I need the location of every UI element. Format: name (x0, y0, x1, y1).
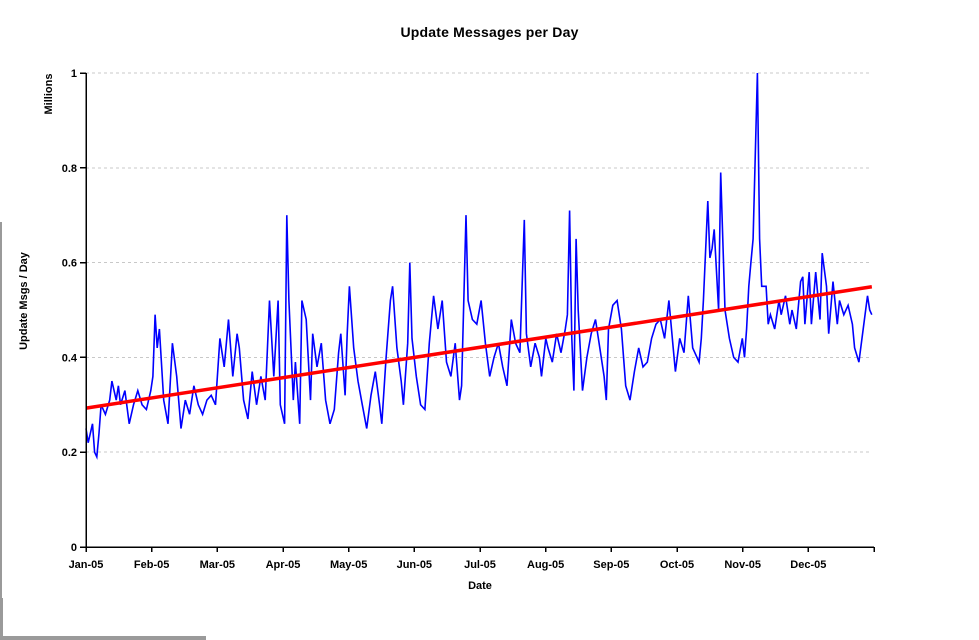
x-tick-label: May-05 (330, 559, 367, 571)
x-tick-label: Dec-05 (790, 559, 826, 571)
window-edge-artifact-bottom (0, 636, 206, 640)
window-edge-artifact-left-lower (0, 598, 3, 640)
x-tick-label: Aug-05 (527, 559, 564, 571)
y-tick-label: 0.4 (62, 352, 78, 364)
trend-line (85, 285, 873, 410)
x-tick-label: Mar-05 (200, 559, 235, 571)
window-edge-artifact-left (0, 222, 2, 640)
x-tick-label: Jan-05 (69, 559, 104, 571)
daily-series-line (85, 72, 873, 460)
x-tick-label: Oct-05 (660, 559, 694, 571)
y-tick-label: 0 (71, 542, 77, 554)
x-tick-label: Sep-05 (593, 559, 629, 571)
x-tick-label: Feb-05 (134, 559, 169, 571)
x-tick-label: Jun-05 (397, 559, 432, 571)
x-tick-label: Nov-05 (724, 559, 761, 571)
chart-title: Update Messages per Day (400, 24, 579, 40)
x-tick-label: Apr-05 (266, 559, 301, 571)
y-tick-label: 1 (71, 68, 77, 80)
y-tick-label: 0.8 (62, 163, 77, 175)
y-tick-label: 0.6 (62, 258, 77, 270)
y-tick-label: 0.2 (62, 447, 77, 459)
x-axis-title: Date (468, 580, 492, 592)
x-tick-label: Jul-05 (464, 559, 496, 571)
